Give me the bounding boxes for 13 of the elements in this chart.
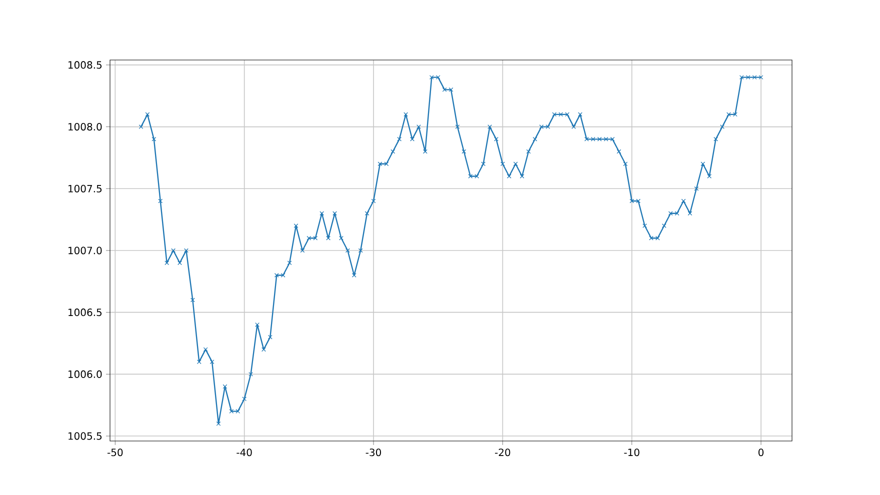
x-tick-label: -10 [624, 448, 640, 456]
x-tick-label: -30 [366, 448, 381, 456]
y-tick-label: 1006.5 [68, 308, 102, 316]
y-tick-label: 1005.5 [68, 432, 102, 440]
x-tick-label: -50 [107, 448, 123, 456]
y-tick-label: 1007.0 [68, 246, 102, 254]
y-tick-label: 1008.0 [68, 123, 102, 131]
y-tick-label: 1006.0 [68, 370, 102, 378]
x-tick-label: 0 [758, 448, 764, 456]
x-tick-label: -40 [236, 448, 252, 456]
y-tick-label: 1008.5 [68, 61, 102, 69]
y-tick-label: 1007.5 [68, 184, 102, 192]
x-tick-label: -20 [494, 448, 510, 456]
